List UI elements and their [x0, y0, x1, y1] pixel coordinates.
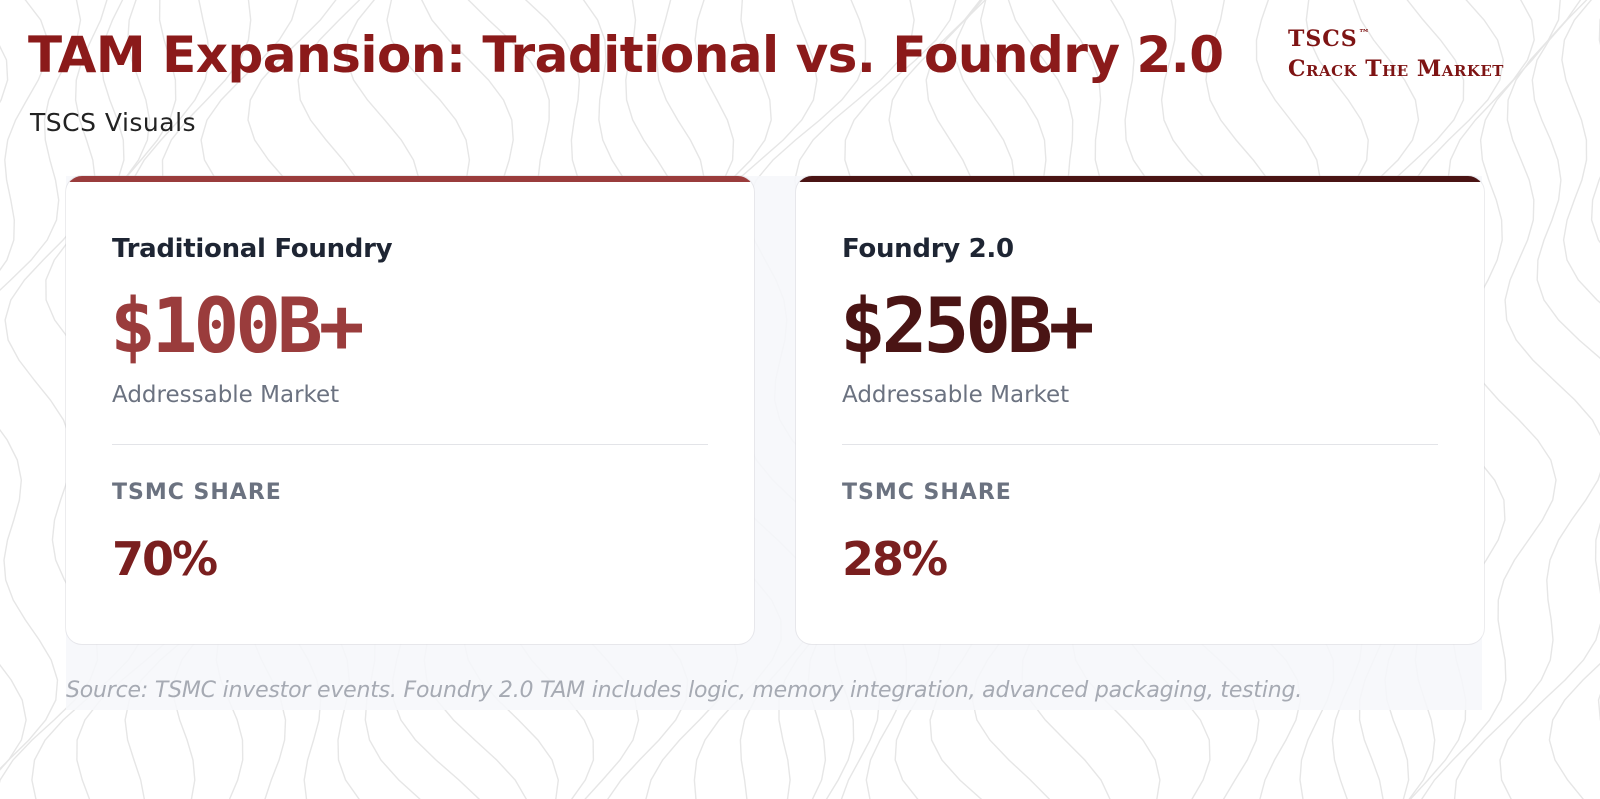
card-traditional-foundry: Traditional Foundry $100B+ Addressable M… [66, 176, 754, 644]
contour-line [1548, 0, 1600, 799]
tam-value: $250B+ [840, 281, 1095, 370]
contour-line [1421, 0, 1561, 799]
contour-line [0, 0, 49, 771]
contour-line [0, 45, 9, 104]
tam-caption: Addressable Market [112, 382, 340, 408]
divider [112, 444, 708, 445]
divider [842, 444, 1438, 445]
card-title: Foundry 2.0 [842, 234, 1014, 264]
card-foundry-2: Foundry 2.0 $250B+ Addressable Market TS… [796, 176, 1484, 644]
card-title: Traditional Foundry [112, 234, 393, 264]
logo-tagline: Crack The Market [1288, 56, 1504, 82]
source-footnote: Source: TSMC investor events. Foundry 2.… [66, 678, 1303, 703]
contour-line [1590, 18, 1600, 721]
logo-name: TSCS [1288, 26, 1358, 52]
share-label: TSMC SHARE [842, 480, 1012, 505]
page-subtitle: TSCS Visuals [30, 108, 197, 137]
page-title: TAM Expansion: Traditional vs. Foundry 2… [28, 26, 1224, 84]
share-value: 28% [842, 532, 948, 586]
contour-line [1499, 0, 1600, 799]
logo-trademark: ™ [1358, 27, 1371, 40]
brand-logo: TSCS™ Crack The Market [1288, 28, 1504, 80]
share-value: 70% [112, 532, 218, 586]
share-label: TSMC SHARE [112, 480, 282, 505]
contour-line [0, 0, 82, 770]
contour-line [1453, 0, 1600, 799]
tam-value: $100B+ [110, 281, 365, 370]
tam-caption: Addressable Market [842, 382, 1070, 408]
card-accent-bar [796, 176, 1484, 182]
card-accent-bar [66, 176, 754, 182]
